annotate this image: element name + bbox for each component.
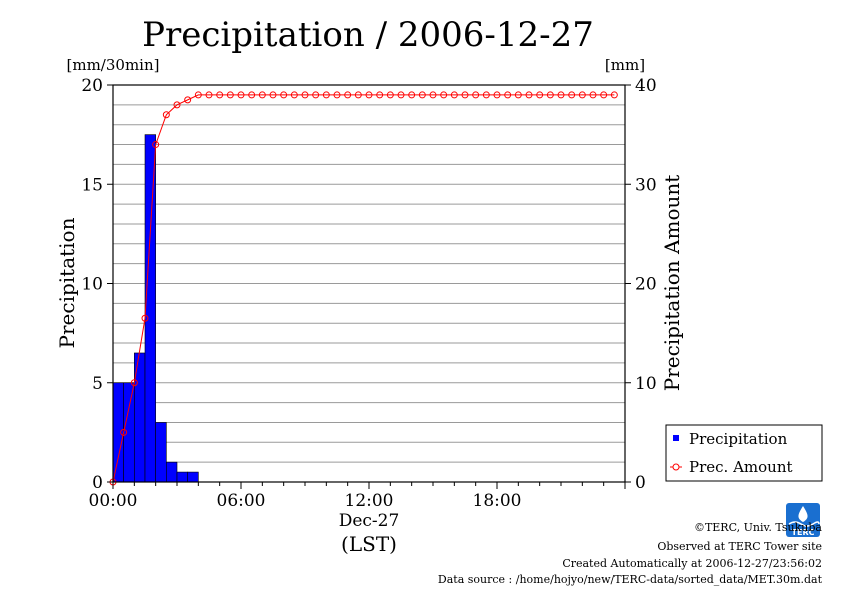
prec-amount-point <box>546 91 554 99</box>
terc-logo-text: TERC <box>792 528 815 537</box>
prec-amount-point <box>440 91 448 99</box>
x-tick-label: 18:00 <box>473 491 522 511</box>
prec-amount-point <box>472 91 480 99</box>
prec-amount-point <box>130 379 138 387</box>
axis-ticks: 0 5 10 15 20 0 10 20 30 40 00:00 06:00 12:00 18:00 <box>81 76 656 511</box>
left-axis-unit: [mm/30min] <box>67 56 160 74</box>
prec-amount-line <box>109 91 618 486</box>
prec-amount-point <box>514 91 522 99</box>
prec-amount-point <box>333 91 341 99</box>
prec-amount-point <box>162 111 170 119</box>
prec-amount-point <box>290 91 298 99</box>
footer-source: Data source : /home/hojyo/new/TERC-data/… <box>438 573 823 586</box>
prec-amount-point <box>194 91 202 99</box>
precipitation-bar <box>112 382 124 483</box>
prec-amount-point <box>589 91 597 99</box>
precipitation-bar <box>176 471 188 483</box>
prec-amount-point <box>376 91 384 99</box>
legend-amount-label: Prec. Amount <box>689 458 793 476</box>
terc-logo-wave <box>788 521 820 527</box>
right-tick-label: 40 <box>635 76 657 96</box>
prec-amount-point <box>354 91 362 99</box>
right-tick-label: 20 <box>635 275 657 295</box>
prec-amount-point <box>450 91 458 99</box>
prec-amount-point <box>269 91 277 99</box>
prec-amount-point <box>397 91 405 99</box>
prec-amount-point <box>482 91 490 99</box>
gridlines <box>113 104 625 463</box>
precipitation-bar <box>144 134 156 483</box>
x-axis-label: (LST) <box>341 532 397 556</box>
prec-amount-point <box>205 91 213 99</box>
left-tick-label: 0 <box>92 473 103 493</box>
legend-precipitation-label: Precipitation <box>689 430 788 448</box>
prec-amount-point <box>280 91 288 99</box>
prec-amount-point <box>493 91 501 99</box>
x-tick-label: 12:00 <box>345 491 394 511</box>
right-tick-label: 10 <box>635 374 657 394</box>
prec-amount-point <box>568 91 576 99</box>
prec-amount-point <box>258 91 266 99</box>
right-tick-label: 0 <box>635 473 646 493</box>
prec-amount-point <box>365 91 373 99</box>
prec-amount-point <box>578 91 586 99</box>
left-axis-label: Precipitation <box>55 217 79 348</box>
prec-amount-point <box>504 91 512 99</box>
precipitation-bar <box>187 471 199 483</box>
chart-title: Precipitation / 2006-12-27 <box>142 15 594 55</box>
prec-amount-point <box>418 91 426 99</box>
precipitation-bar <box>166 461 178 483</box>
right-axis-unit: [mm] <box>605 56 645 74</box>
prec-amount-point <box>226 91 234 99</box>
prec-amount-point <box>461 91 469 99</box>
precipitation-bar <box>155 422 167 483</box>
legend: Precipitation Prec. Amount <box>665 424 823 482</box>
x-tick-label: 00:00 <box>89 491 138 511</box>
prec-amount-point <box>248 91 256 99</box>
prec-amount-point <box>301 91 309 99</box>
left-tick-label: 10 <box>81 275 103 295</box>
prec-amount-point <box>152 141 160 149</box>
left-tick-label: 15 <box>81 175 103 195</box>
terc-logo-drop <box>798 506 808 522</box>
precipitation-bar <box>123 382 135 483</box>
prec-amount-point <box>600 91 608 99</box>
prec-amount-point <box>525 91 533 99</box>
left-tick-label: 20 <box>81 76 103 96</box>
legend-precipitation-swatch <box>673 435 679 441</box>
prec-amount-point <box>141 314 149 322</box>
x-tick-label: 06:00 <box>217 491 266 511</box>
prec-amount-point <box>610 91 618 99</box>
prec-amount-point <box>173 101 181 109</box>
right-tick-label: 30 <box>635 175 657 195</box>
prec-amount-point <box>557 91 565 99</box>
prec-amount-polyline <box>112 94 615 483</box>
x-date-label: Dec-27 <box>339 511 400 531</box>
prec-amount-point <box>386 91 394 99</box>
prec-amount-point <box>184 96 192 104</box>
prec-amount-point <box>322 91 330 99</box>
footer-observed: Observed at TERC Tower site <box>657 540 822 553</box>
prec-amount-point <box>344 91 352 99</box>
prec-amount-point <box>429 91 437 99</box>
legend-box <box>665 424 823 482</box>
footer-copyright: ©TERC, Univ. Tsukuba <box>694 521 822 534</box>
right-axis-label: Precipitation Amount <box>660 175 684 392</box>
legend-amount-marker <box>672 463 680 471</box>
terc-logo: TERC <box>786 503 820 537</box>
prec-amount-point <box>536 91 544 99</box>
prec-amount-point <box>237 91 245 99</box>
prec-amount-point <box>120 428 128 436</box>
left-tick-label: 5 <box>92 374 103 394</box>
footer-created: Created Automatically at 2006-12-27/23:5… <box>562 557 822 570</box>
prec-amount-point <box>216 91 224 99</box>
prec-amount-point <box>408 91 416 99</box>
precipitation-bars <box>112 134 199 483</box>
prec-amount-point <box>312 91 320 99</box>
